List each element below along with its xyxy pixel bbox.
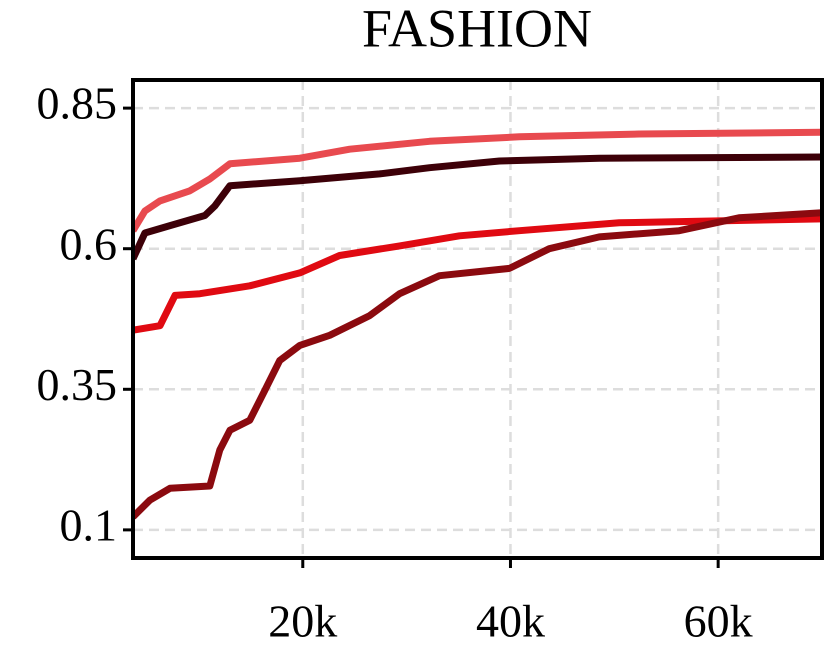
series-line: [133, 128, 822, 233]
y-tick-label: 0.35: [37, 359, 118, 410]
y-tick-label: 0.85: [37, 78, 118, 129]
chart-title: FASHION: [362, 0, 592, 58]
series-line: [133, 209, 822, 520]
y-tick-label: 0.1: [60, 499, 118, 550]
y-tick-label: 0.6: [60, 218, 118, 269]
series-line: [133, 215, 822, 334]
x-tick-label: 60k: [684, 596, 753, 647]
series-line: [133, 153, 822, 261]
x-tick-label: 20k: [268, 596, 337, 647]
x-tick-label: 40k: [476, 596, 545, 647]
plot-frame: [131, 78, 824, 560]
